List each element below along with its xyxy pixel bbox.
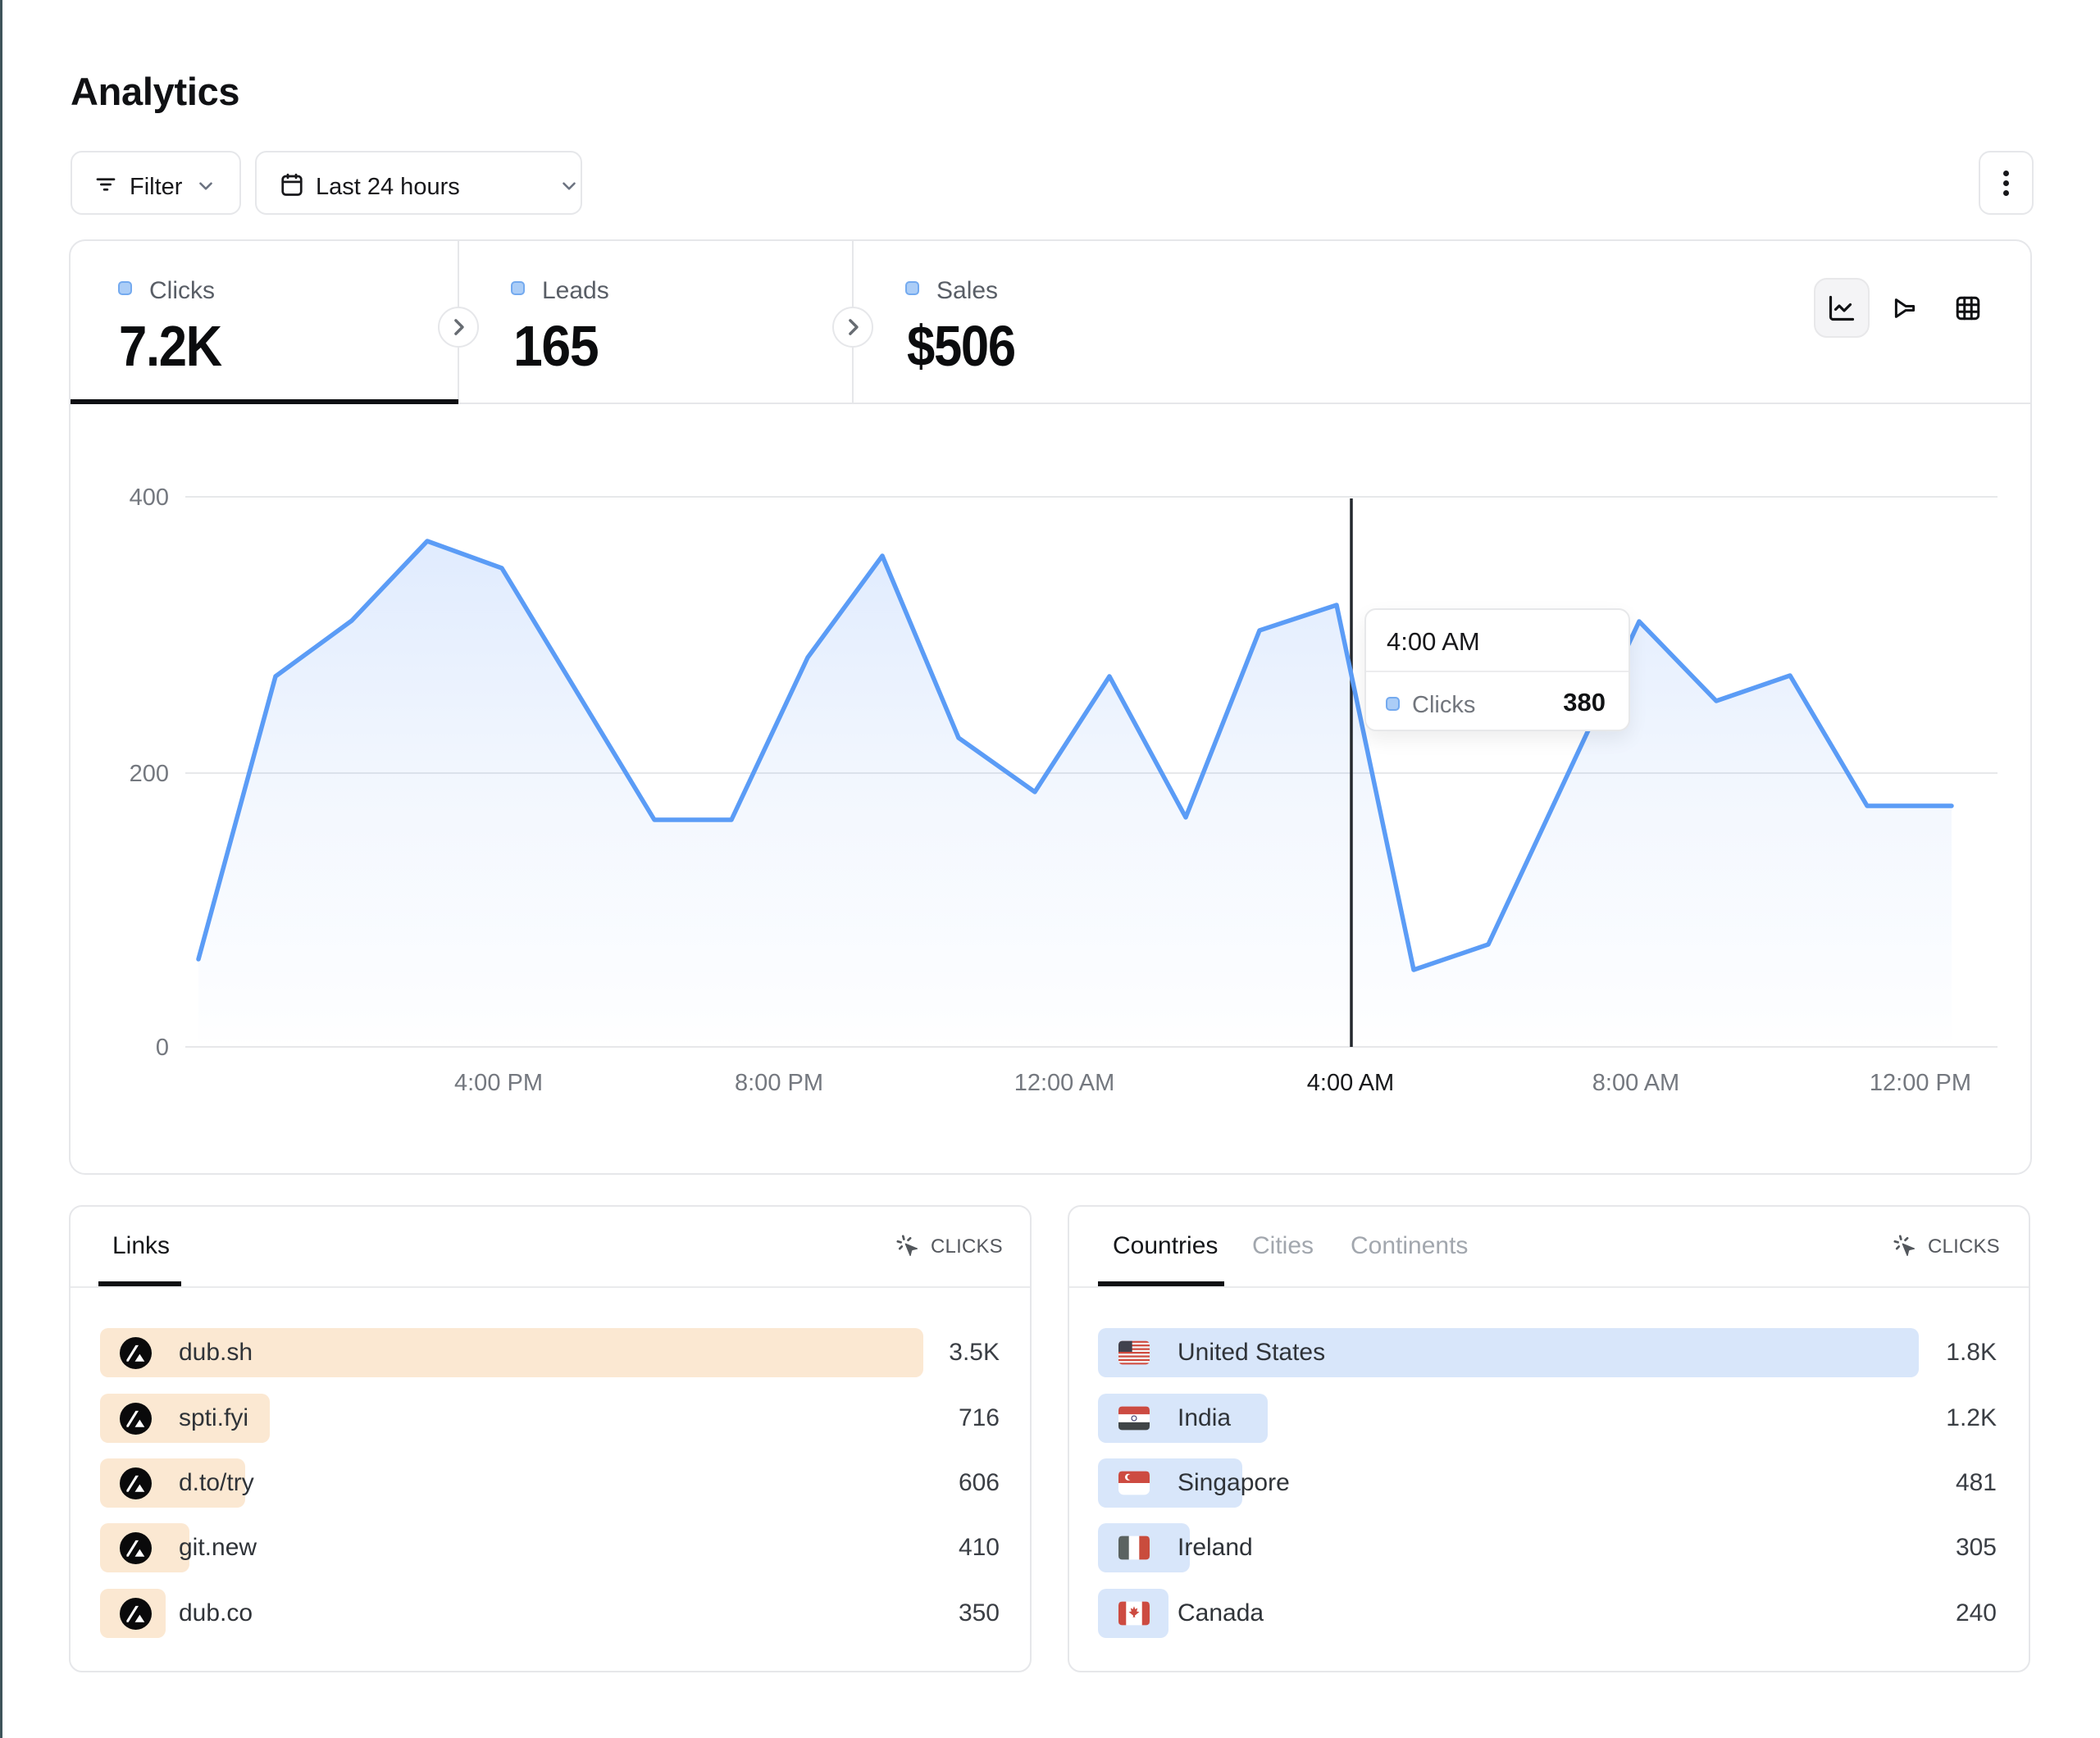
svg-text:0: 0: [156, 1035, 169, 1061]
svg-text:12:00 PM: 12:00 PM: [1870, 1070, 1971, 1096]
svg-text:4:00 AM: 4:00 AM: [1307, 1070, 1394, 1096]
svg-text:12:00 AM: 12:00 AM: [1014, 1070, 1115, 1096]
svg-text:8:00 PM: 8:00 PM: [735, 1070, 823, 1096]
svg-text:8:00 AM: 8:00 AM: [1592, 1070, 1679, 1096]
svg-text:200: 200: [130, 761, 169, 787]
svg-text:400: 400: [130, 485, 169, 511]
svg-text:4:00 PM: 4:00 PM: [454, 1070, 543, 1096]
